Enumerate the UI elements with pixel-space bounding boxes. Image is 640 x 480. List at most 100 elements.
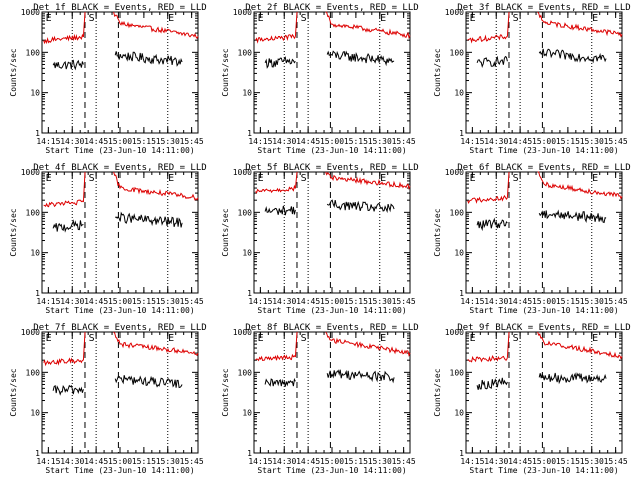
x-tick-label: 15:00 xyxy=(108,457,132,466)
detector-panel-8: Det 8f BLACK = Events, RED = LLD 1 10 100 10… xyxy=(221,323,419,475)
x-tick-label: 15:00 xyxy=(320,297,344,306)
x-tick-label: 14:45 xyxy=(296,457,320,466)
y-tick-label: 10 xyxy=(242,89,252,98)
panel-title: Det 5f BLACK = Events, RED = LLD xyxy=(245,163,418,173)
y-tick-label: 1000 xyxy=(445,328,464,337)
x-tick-label: 15:45 xyxy=(180,137,204,146)
panel-title: Det 3f BLACK = Events, RED = LLD xyxy=(457,3,630,13)
y-tick-label: 10 xyxy=(30,249,40,258)
events-series-line xyxy=(114,51,183,67)
time-marker-label: S xyxy=(513,333,519,344)
x-tick-label: 14:30 xyxy=(272,457,296,466)
events-series-line xyxy=(52,384,84,396)
y-tick-label: 100 xyxy=(26,368,41,377)
y-axis-label: Counts/sec xyxy=(9,208,18,256)
events-series-line xyxy=(326,50,395,67)
x-tick-label: 15:30 xyxy=(580,457,604,466)
events-series-line xyxy=(476,55,508,69)
lld-series-line xyxy=(113,331,199,357)
x-tick-label: 15:15 xyxy=(132,137,156,146)
time-marker-label: E xyxy=(592,173,598,184)
y-tick-label: 1 xyxy=(247,449,252,458)
y-tick-label: 100 xyxy=(450,368,465,377)
y-tick-label: 1 xyxy=(459,129,464,138)
lld-series-line xyxy=(537,171,623,200)
y-tick-label: 100 xyxy=(450,208,465,217)
x-tick-label: 15:30 xyxy=(156,137,180,146)
lld-series-line xyxy=(325,171,411,190)
events-series-line xyxy=(538,48,607,64)
plot-frame xyxy=(465,11,623,134)
y-axis-label: Counts/sec xyxy=(221,208,230,256)
y-axis-label: Counts/sec xyxy=(9,368,18,416)
x-tick-label: 14:15 xyxy=(248,137,272,146)
time-marker-label: E xyxy=(168,173,174,184)
lld-series-line xyxy=(325,11,411,40)
time-marker-label: S xyxy=(301,173,307,184)
time-marker-label: E xyxy=(168,13,174,24)
x-tick-label: 15:30 xyxy=(368,137,392,146)
panel-title: Det 8f BLACK = Events, RED = LLD xyxy=(245,323,418,333)
plot-frame xyxy=(253,11,411,134)
x-tick-label: 14:30 xyxy=(484,137,508,146)
events-series-line xyxy=(264,205,296,216)
x-tick-label: 15:45 xyxy=(180,457,204,466)
x-tick-label: 15:30 xyxy=(156,457,180,466)
events-series-line xyxy=(476,217,508,232)
y-tick-label: 10 xyxy=(30,89,40,98)
lld-series-line xyxy=(43,357,84,367)
events-series-line xyxy=(115,211,183,228)
detector-panel-9: Det 9f BLACK = Events, RED = LLD 1 10 100 10… xyxy=(433,323,631,475)
lld-series-line xyxy=(255,353,296,362)
x-tick-label: 15:00 xyxy=(320,457,344,466)
y-tick-label: 1 xyxy=(459,449,464,458)
x-tick-label: 15:00 xyxy=(108,297,132,306)
time-marker-label: E xyxy=(470,173,476,184)
lld-series-line xyxy=(255,33,296,44)
time-marker-label: E xyxy=(470,333,476,344)
time-marker-label: E xyxy=(592,333,598,344)
y-tick-label: 1000 xyxy=(445,8,464,17)
time-marker-label: S xyxy=(513,173,519,184)
events-series-line xyxy=(326,369,395,384)
x-tick-label: 14:45 xyxy=(508,457,532,466)
time-marker-label: E xyxy=(380,333,386,344)
y-axis-label: Counts/sec xyxy=(9,48,18,96)
x-tick-label: 14:30 xyxy=(60,137,84,146)
panel-title: Det 1f BLACK = Events, RED = LLD xyxy=(33,3,206,13)
x-axis-label: Start Time (23-Jun-10 14:11:00) xyxy=(257,306,406,315)
y-axis-label: Counts/sec xyxy=(433,368,442,416)
y-tick-label: 1000 xyxy=(233,168,252,177)
detector-panel-7: Det 7f BLACK = Events, RED = LLD 1 10 100 10… xyxy=(9,323,207,475)
x-tick-label: 15:00 xyxy=(532,297,556,306)
time-marker-label: S xyxy=(301,13,307,24)
lld-series-line xyxy=(325,331,411,357)
detector-panel-5: Det 5f BLACK = Events, RED = LLD 1 10 100 10… xyxy=(221,163,419,315)
x-tick-label: 15:00 xyxy=(320,137,344,146)
y-tick-label: 1000 xyxy=(445,168,464,177)
y-tick-label: 1000 xyxy=(21,328,40,337)
detector-panel-1: Det 1f BLACK = Events, RED = LLD 1 10 100 10… xyxy=(9,3,207,155)
events-series-line xyxy=(52,59,84,71)
x-tick-label: 15:45 xyxy=(180,297,204,306)
y-tick-label: 1 xyxy=(247,129,252,138)
plot-frame xyxy=(465,171,623,294)
x-tick-label: 14:30 xyxy=(484,297,508,306)
lld-series-line xyxy=(82,331,86,361)
x-tick-label: 14:45 xyxy=(84,457,108,466)
y-tick-label: 10 xyxy=(454,249,464,258)
x-tick-label: 15:15 xyxy=(132,457,156,466)
y-tick-label: 100 xyxy=(26,208,41,217)
x-tick-label: 14:30 xyxy=(60,297,84,306)
plot-frame xyxy=(253,171,411,294)
lld-series-line xyxy=(467,34,508,44)
x-tick-label: 14:15 xyxy=(36,457,60,466)
y-axis-label: Counts/sec xyxy=(221,48,230,96)
lld-series-line xyxy=(82,11,86,38)
lld-series-line xyxy=(113,11,199,40)
time-marker-label: S xyxy=(89,333,95,344)
x-tick-label: 15:30 xyxy=(580,137,604,146)
x-axis-label: Start Time (23-Jun-10 14:11:00) xyxy=(45,146,194,155)
x-tick-label: 14:15 xyxy=(36,137,60,146)
panel-title: Det 6f BLACK = Events, RED = LLD xyxy=(457,163,630,173)
